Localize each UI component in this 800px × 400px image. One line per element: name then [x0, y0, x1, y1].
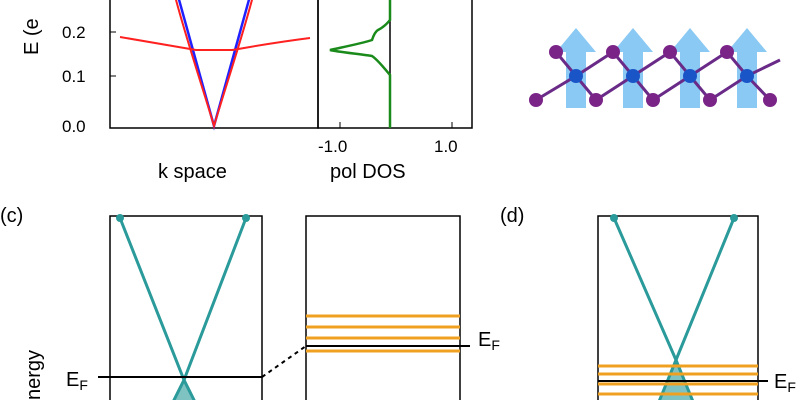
blue-atoms — [569, 69, 754, 83]
cone-endpoint-left — [116, 214, 124, 222]
dos-xlabel: pol DOS — [330, 161, 406, 183]
cone-fill-lower — [174, 380, 194, 400]
panel-c-levels-frame — [305, 215, 461, 400]
cone-endpoint-right — [242, 214, 250, 222]
dos-xtick-pos: 1.0 — [434, 137, 458, 156]
atom-purple — [646, 93, 660, 107]
energy-axis-label: nergy — [23, 350, 45, 400]
atom-blue — [626, 69, 640, 83]
cone-line-right — [172, 217, 248, 400]
top-band-plot: E (e 0.2 0.1 0.0 k space — [21, 0, 319, 183]
panel-d-fermi-label: EF — [774, 371, 796, 395]
atom-purple — [720, 45, 734, 59]
dirac-cone-red — [175, 0, 253, 130]
atom-purple — [703, 93, 717, 107]
fermi-connector-dashed — [261, 345, 307, 378]
panel-d-frame — [597, 215, 759, 400]
atom-blue — [683, 69, 697, 83]
panel-c: (c) nergy EF EF — [0, 205, 500, 400]
panel-d-cone-endpoint-right — [730, 214, 738, 222]
panel-d: (d) EF — [500, 205, 796, 400]
atom-blue — [740, 69, 754, 83]
atom-purple — [529, 93, 543, 107]
ytick-label-0.2: 0.2 — [62, 23, 86, 42]
panel-d-flat-levels — [598, 364, 758, 396]
atom-purple — [606, 45, 620, 59]
band-plot-frame — [109, 0, 319, 129]
ytick-label-0.1: 0.1 — [62, 67, 86, 86]
top-dos-plot: -1.0 1.0 pol DOS — [317, 0, 473, 183]
dos-xtick-neg: -1.0 — [318, 137, 347, 156]
fermi-label-right: EF — [478, 329, 500, 353]
atom-purple — [663, 45, 677, 59]
panel-c-label: (c) — [0, 205, 23, 227]
fermi-label-left: EF — [66, 369, 88, 393]
ytick-label-0.0: 0.0 — [62, 117, 86, 136]
panel-c-cone-frame — [109, 215, 263, 400]
dirac-cone-blue — [177, 0, 251, 131]
panel-d-cone-right — [658, 217, 736, 400]
atom-purple — [549, 45, 563, 59]
hybrid-band-red — [119, 36, 311, 51]
atom-blue — [569, 69, 583, 83]
dos-curve-green — [329, 0, 392, 128]
dos-plot-frame — [317, 0, 473, 129]
purple-atoms — [529, 45, 777, 107]
band-ylabel: E (e — [21, 18, 43, 55]
band-xlabel: k space — [158, 161, 227, 183]
panel-d-cone-endpoint-left — [610, 214, 618, 222]
atom-purple — [763, 93, 777, 107]
atomic-structure — [529, 28, 781, 108]
cone-line-left — [118, 217, 196, 400]
panel-d-label: (d) — [500, 205, 524, 227]
atom-purple — [589, 93, 603, 107]
flat-levels — [306, 314, 460, 353]
